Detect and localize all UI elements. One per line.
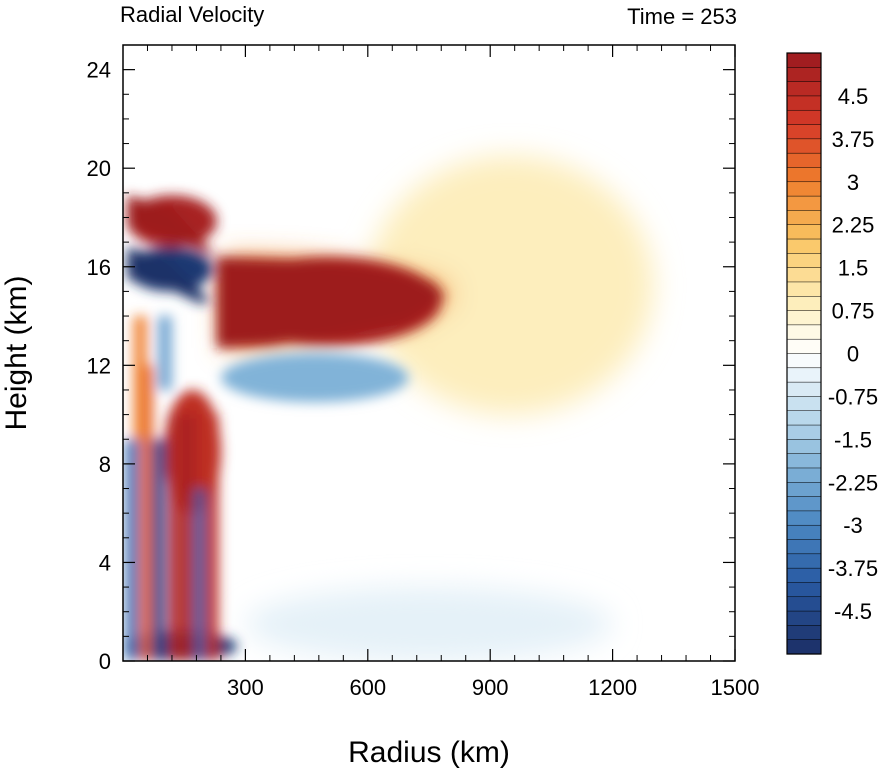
low-level-streak-0 bbox=[125, 439, 140, 661]
x-tick-label: 300 bbox=[227, 675, 264, 700]
velocity-field bbox=[123, 155, 654, 661]
y-tick-label: 24 bbox=[87, 58, 111, 83]
colorbar-box bbox=[786, 52, 822, 68]
y-tick-label: 0 bbox=[99, 649, 111, 674]
colorbar-box bbox=[786, 496, 822, 512]
colorbar-box bbox=[786, 267, 822, 283]
x-tick-label: 1500 bbox=[711, 675, 760, 700]
colorbar-label: 4.5 bbox=[838, 84, 869, 109]
y-tick-label: 12 bbox=[87, 353, 111, 378]
colorbar-label: -2.25 bbox=[828, 470, 878, 495]
x-axis: 300 600 900 1200 1500 bbox=[146, 45, 760, 700]
field-feature-6 bbox=[220, 353, 409, 403]
colorbar-box bbox=[786, 410, 822, 426]
colorbar-box bbox=[786, 152, 822, 169]
colorbar-box bbox=[786, 524, 822, 541]
colorbar-box bbox=[786, 424, 822, 440]
colorbar-label: -1.5 bbox=[834, 427, 872, 452]
colorbar-label: 0.75 bbox=[832, 299, 875, 324]
low-level-streak-3 bbox=[168, 414, 182, 661]
colorbar: 4.5 3.75 3 2.25 1.5 0.75 0 -0.75 -1.5 -2.25 -3 -3.7… bbox=[786, 52, 878, 655]
colorbar-box bbox=[786, 353, 822, 369]
colorbar-label: -0.75 bbox=[828, 384, 878, 409]
colorbar-box bbox=[786, 281, 822, 297]
colorbar-box bbox=[786, 195, 822, 211]
colorbar-box bbox=[786, 553, 822, 569]
colorbar-box bbox=[786, 224, 822, 240]
colorbar-box bbox=[786, 396, 822, 412]
plot-left-string: Radial Velocity bbox=[120, 2, 264, 27]
colorbar-box bbox=[786, 625, 822, 641]
y-tick-label: 4 bbox=[99, 550, 111, 575]
colorbar-label: 0 bbox=[847, 342, 859, 367]
y-tick-label: 16 bbox=[87, 255, 111, 280]
colorbar-box bbox=[786, 596, 822, 612]
colorbar-label: -3.75 bbox=[828, 556, 878, 581]
x-tick-label: 1200 bbox=[588, 675, 637, 700]
colorbar-box bbox=[786, 453, 822, 469]
colorbar-box bbox=[786, 467, 822, 483]
colorbar-box bbox=[786, 181, 822, 197]
colorbar-box bbox=[786, 296, 822, 312]
colorbar-label: 2.25 bbox=[832, 213, 875, 238]
colorbar-label: 3.75 bbox=[832, 127, 875, 152]
y-tick-label: 8 bbox=[99, 452, 111, 477]
colorbar-box bbox=[786, 81, 822, 97]
plot-frame bbox=[122, 44, 736, 662]
colorbar-box bbox=[786, 482, 822, 498]
colorbar-frame bbox=[786, 52, 822, 655]
colorbar-box bbox=[786, 610, 822, 626]
upper-tongue-1 bbox=[127, 247, 211, 304]
upper-tongue-0 bbox=[127, 195, 217, 257]
outflow-jet-core bbox=[216, 256, 446, 349]
y-tick-label: 20 bbox=[87, 156, 111, 181]
low-level-streak-2 bbox=[151, 439, 166, 661]
colorbar-box bbox=[786, 124, 822, 140]
colorbar-box bbox=[786, 510, 822, 526]
colorbar-box bbox=[786, 67, 822, 83]
colorbar-box bbox=[786, 109, 822, 126]
y-axis-title: Height (km) bbox=[0, 275, 33, 430]
colorbar-box bbox=[786, 381, 822, 397]
field-feature-5 bbox=[367, 155, 654, 415]
x-tick-label: 600 bbox=[349, 675, 386, 700]
colorbar-box bbox=[786, 95, 822, 111]
colorbar-box bbox=[786, 639, 822, 655]
colorbar-label: 1.5 bbox=[838, 256, 869, 281]
colorbar-label: 3 bbox=[847, 170, 859, 195]
colorbar-box bbox=[786, 138, 822, 154]
colorbar-box bbox=[786, 210, 822, 226]
low-level-streak-4 bbox=[182, 414, 197, 661]
colorbar-box bbox=[786, 582, 822, 598]
x-axis-title: Radius (km) bbox=[348, 736, 510, 769]
colorbar-box bbox=[786, 238, 822, 254]
colorbar-label: -4.5 bbox=[834, 599, 872, 624]
colorbar-box bbox=[786, 567, 822, 584]
colorbar-box bbox=[786, 253, 822, 269]
colorbar-label: -3 bbox=[843, 513, 863, 538]
colorbar-box bbox=[786, 310, 822, 326]
x-tick-label: 900 bbox=[472, 675, 509, 700]
colorbar-box bbox=[786, 338, 822, 355]
low-level-streak-7 bbox=[133, 316, 148, 440]
low-level-streak-6 bbox=[204, 414, 219, 661]
low-level-streak-8 bbox=[157, 316, 172, 390]
colorbar-box bbox=[786, 367, 822, 383]
colorbar-box bbox=[786, 324, 822, 340]
colorbar-box bbox=[786, 167, 822, 183]
colorbar-box bbox=[786, 539, 822, 555]
colorbar-box bbox=[786, 439, 822, 455]
field-feature-7 bbox=[245, 587, 613, 661]
plot-right-string: Time = 253 bbox=[627, 4, 737, 29]
y-axis: 0 4 8 12 16 20 24 bbox=[87, 58, 735, 674]
